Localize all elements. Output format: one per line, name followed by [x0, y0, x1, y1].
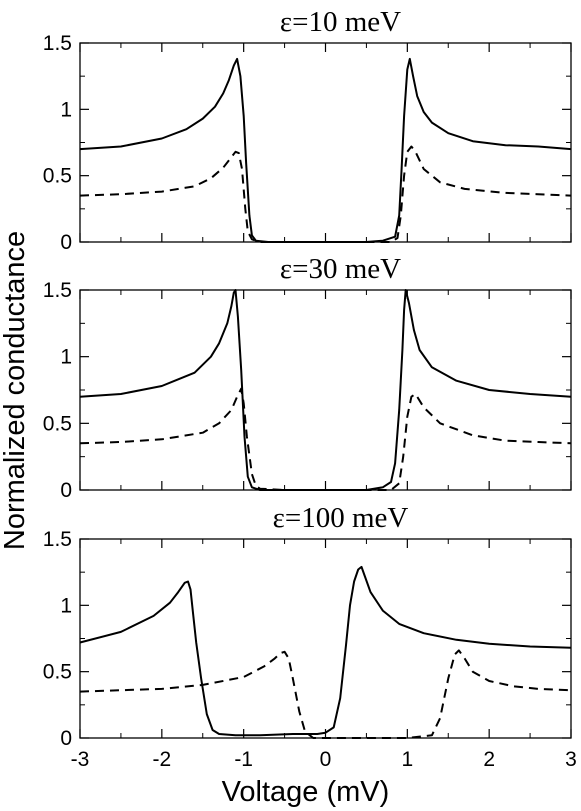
y-tick-label: 0.5 [43, 661, 72, 684]
y-tick-label: 1.5 [43, 528, 72, 551]
panel-title: ε=10 meV [280, 6, 401, 38]
y-tick-label: 1.5 [43, 279, 72, 302]
y-tick-label: 1 [60, 594, 72, 617]
y-tick-label: 1 [60, 98, 72, 121]
y-tick-label: 0 [60, 231, 72, 254]
y-tick-label: 1.5 [43, 32, 72, 55]
y-tick-label: 0 [60, 479, 72, 502]
panel-frame [79, 538, 572, 739]
x-tick-label: 0 [320, 748, 332, 771]
dashed-series-line [79, 145, 572, 243]
solid-series-line [79, 565, 572, 737]
dashed-series-line [79, 649, 572, 739]
x-tick-label: 2 [483, 748, 495, 771]
panel-title: ε=100 meV [273, 502, 409, 534]
y-tick-label: 0.5 [43, 165, 72, 188]
panel-title: ε=30 meV [280, 253, 401, 285]
panel-frame [79, 42, 572, 243]
y-tick-label: 1 [60, 346, 72, 369]
y-tick-label: 0 [60, 727, 72, 750]
x-tick-label: -1 [234, 748, 253, 771]
solid-series-line [79, 289, 572, 491]
dashed-series-line [79, 387, 572, 491]
x-axis-label: Voltage (mV) [222, 776, 390, 808]
y-tick-label: 0.5 [43, 412, 72, 435]
solid-series-line [79, 57, 572, 243]
x-tick-label: 3 [565, 748, 577, 771]
x-tick-label: 1 [401, 748, 413, 771]
x-tick-label: -2 [152, 748, 171, 771]
x-tick-label: -3 [71, 748, 90, 771]
y-axis-label: Normalized conductance [0, 231, 31, 550]
